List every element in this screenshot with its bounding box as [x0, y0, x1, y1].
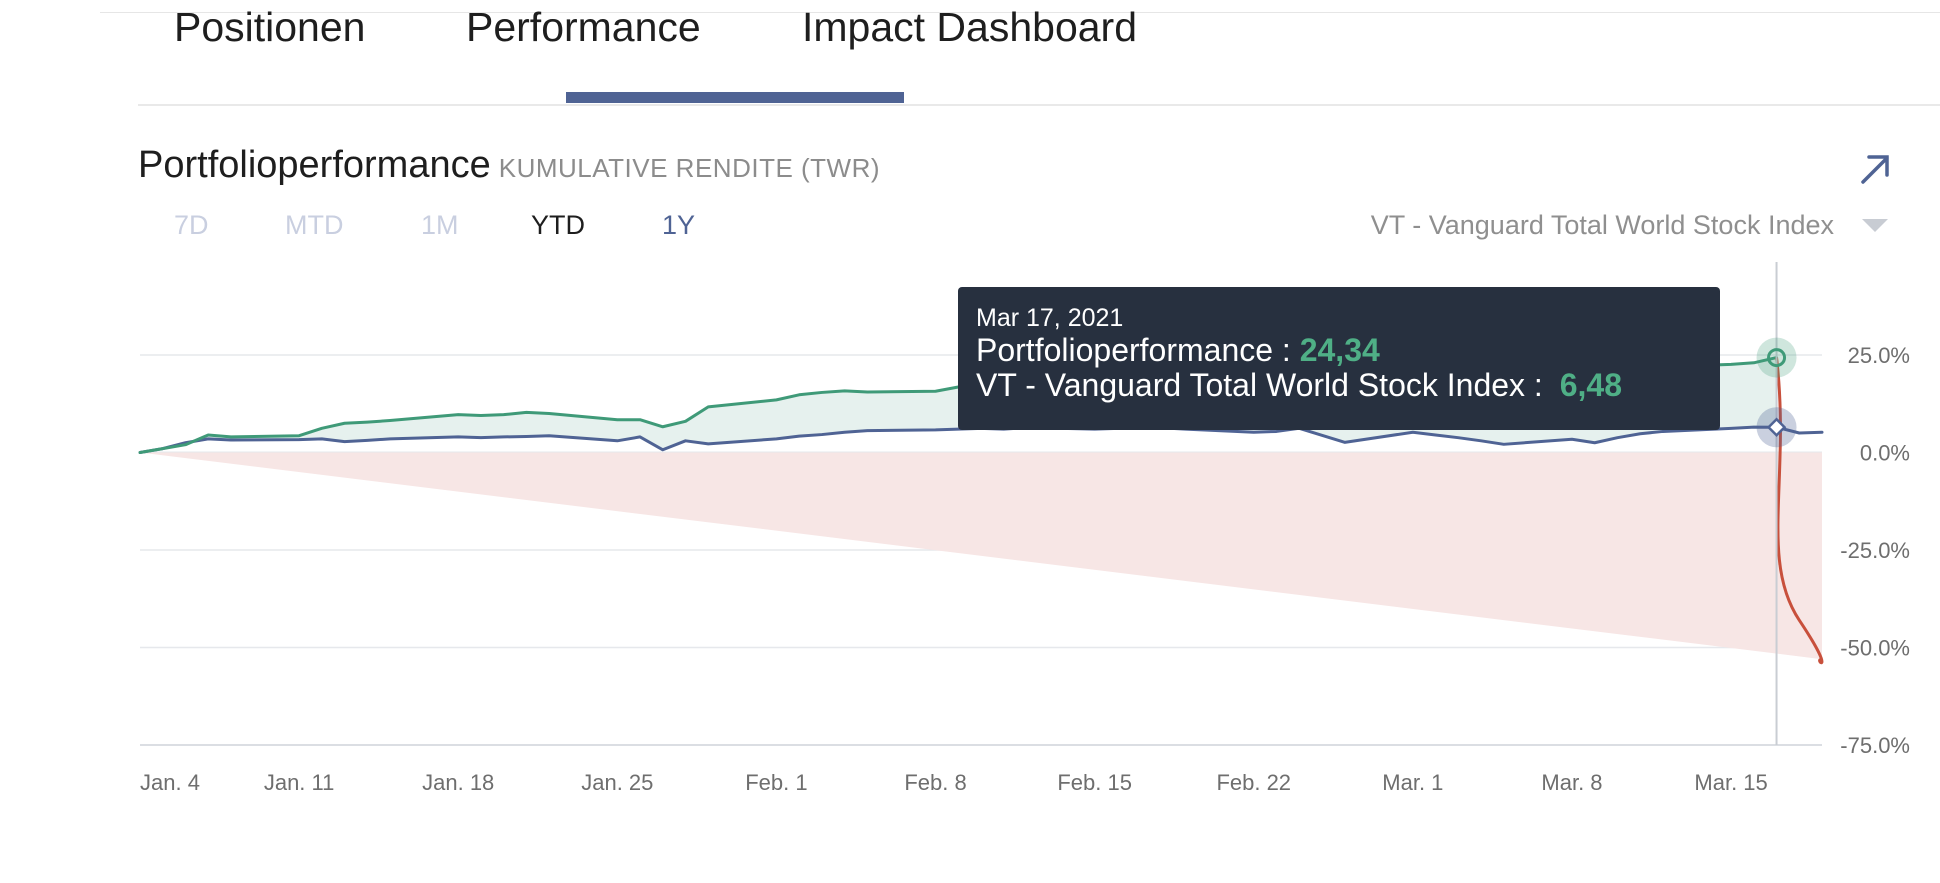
hover-markers	[1756, 262, 1797, 745]
tooltip-value: 6,48	[1559, 367, 1622, 403]
x-tick-label: Jan. 18	[422, 770, 494, 795]
y-tick-label: 0.0%	[1860, 441, 1910, 466]
benchmark-hover-point	[1766, 417, 1787, 437]
y-tick-label: -25.0%	[1840, 538, 1910, 563]
x-tick-label: Mar. 1	[1382, 770, 1443, 795]
tooltip-value: 24,34	[1299, 332, 1380, 368]
x-tick-label: Feb. 1	[745, 770, 807, 795]
tooltip-label: Portfolioperformance :	[976, 332, 1291, 368]
tooltip-label: VT - Vanguard Total World Stock Index :	[976, 367, 1543, 403]
caret-down-icon[interactable]	[1862, 219, 1888, 232]
tooltip-row-portfolio: Portfolioperformance : 24,34	[976, 333, 1702, 368]
y-axis-ticks: 25.0% 0.0% -25.0% -50.0% -75.0%	[1840, 343, 1910, 758]
portfolio-hover-point	[1767, 348, 1787, 368]
top-border	[100, 0, 1940, 13]
x-tick-label: Mar. 8	[1541, 770, 1602, 795]
x-tick-label: Jan. 11	[264, 770, 335, 795]
range-1m[interactable]: 1M	[421, 210, 459, 240]
x-axis-ticks: Jan. 4 Jan. 11 Jan. 18 Jan. 25 Feb. 1 Feb. 8 F…	[140, 770, 1768, 795]
x-tick-label: Feb. 15	[1057, 770, 1132, 795]
range-mtd[interactable]: MTD	[285, 210, 344, 240]
portfolio-hover-halo	[1756, 337, 1797, 378]
x-tick-label: Feb. 8	[904, 770, 966, 795]
range-1y[interactable]: 1Y	[662, 210, 696, 240]
widget-subtitle: KUMULATIVE RENDITE (TWR)	[498, 153, 881, 183]
tab-impact-dashboard[interactable]: Impact Dashboard	[802, 4, 1138, 50]
drawdown-area	[140, 452, 1822, 660]
widget-title-row: Portfolioperformance KUMULATIVE RENDITE (…	[138, 144, 880, 187]
x-tick-label: Mar. 15	[1694, 770, 1767, 795]
tab-performance[interactable]: Performance	[466, 4, 701, 50]
active-tab-indicator	[566, 92, 904, 103]
tooltip-row-benchmark: VT - Vanguard Total World Stock Index : …	[976, 368, 1702, 403]
arrow-up-right-icon[interactable]	[1858, 152, 1892, 186]
tab-positionen[interactable]: Positionen	[174, 4, 366, 50]
range-7d[interactable]: 7D	[174, 210, 209, 240]
y-tick-label: -75.0%	[1840, 733, 1910, 758]
chart-tooltip: Mar 17, 2021 Portfolioperformance : 24,3…	[958, 287, 1720, 430]
x-tick-label: Jan. 25	[581, 770, 653, 795]
tab-bar: Positionen Performance Impact Dashboard	[138, 0, 1940, 106]
x-tick-label: Jan. 4	[140, 770, 200, 795]
y-tick-label: 25.0%	[1848, 343, 1910, 368]
range-ytd[interactable]: YTD	[531, 210, 585, 240]
tooltip-date: Mar 17, 2021	[976, 304, 1124, 332]
benchmark-selector[interactable]: VT - Vanguard Total World Stock Index	[1370, 210, 1834, 240]
y-tick-label: -50.0%	[1840, 636, 1910, 661]
drawdown-line	[1775, 357, 1824, 665]
widget-title: Portfolioperformance	[138, 144, 491, 186]
x-tick-label: Feb. 22	[1216, 770, 1291, 795]
